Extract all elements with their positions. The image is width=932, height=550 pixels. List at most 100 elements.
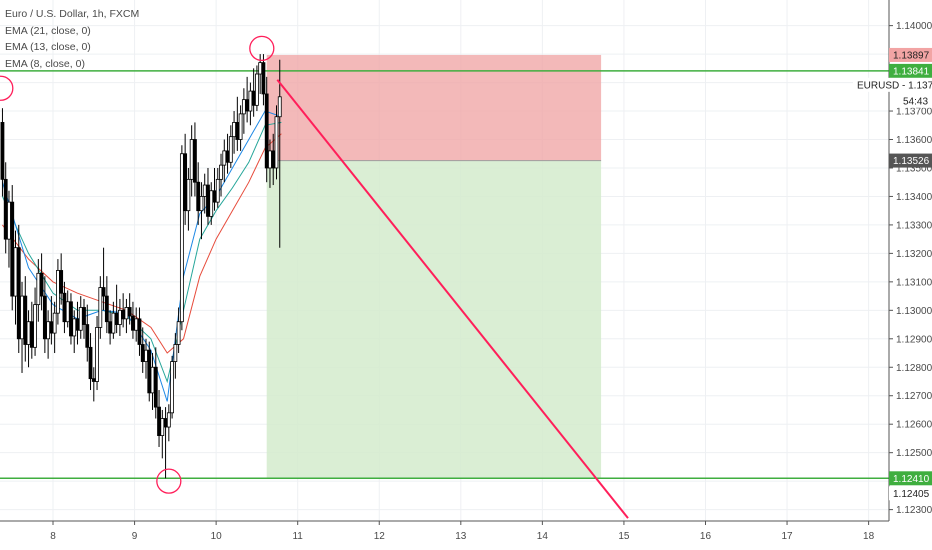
candle-body [33,304,37,348]
candle-body [232,122,236,138]
candle-body [228,136,233,163]
y-tick-label: 1.13500 [896,163,932,174]
candle-body [101,287,106,297]
candle-body [212,190,217,203]
candle [98,276,103,339]
candle-body [215,178,220,203]
x-tick-label: 12 [374,531,386,542]
entry-price-tag: 1.13526 [893,156,930,167]
candle [219,153,223,197]
candle-body [72,318,77,337]
support-price-tag-bg [889,471,932,486]
candle [274,105,279,180]
candle [39,253,44,311]
candle-body [271,150,276,169]
projection-arrow [276,79,629,519]
candle [186,167,191,231]
candle [255,65,259,112]
resistance-price-tag-bg [889,63,932,78]
candle [42,276,47,354]
candle [127,293,132,325]
candle [215,167,220,208]
candle-body [176,321,181,345]
candle [228,125,233,168]
symbol-readout: EURUSD - 1.13792 [857,80,932,91]
x-tick-label: 11 [292,531,303,542]
candle [85,304,90,362]
candle-body [65,301,70,323]
candle-body [258,62,263,75]
candle-body [140,344,145,362]
candle-body [235,122,240,140]
candle [238,105,243,151]
candle-body [39,272,44,297]
circle-marker [249,35,275,62]
target-zone [266,160,602,479]
candle-body [160,418,165,436]
candle [199,182,204,240]
candle-body [78,307,83,331]
candle [261,54,266,106]
legend-ema21: EMA (21, close, 0) [5,24,91,37]
candle [147,341,152,402]
projection-line [276,79,629,519]
candle-body [245,99,250,112]
support-b-price-tag-bg [889,486,932,501]
candle-body [117,309,122,325]
y-tick-label: 1.12500 [896,448,932,459]
circle-markers [0,35,275,494]
circle-marker [0,75,14,101]
candle-body [3,178,8,240]
candle [264,76,269,183]
candle-body [255,73,259,106]
candle-body [137,318,142,345]
candle-body [274,116,279,169]
candle-body [36,272,41,306]
x-tick-label: 18 [863,531,875,542]
resistance-price-tag: 1.13841 [893,66,930,77]
candle-body [49,321,54,334]
symbol-readout-bg [853,77,932,92]
candle-body [88,346,93,380]
candle-body [26,321,31,345]
candle-body [147,349,152,394]
candle-body [202,184,207,197]
candle [193,122,197,197]
y-tick-label: 1.14000 [896,21,932,32]
candle [137,307,142,356]
candle [166,404,171,442]
candle-body [59,270,64,294]
candle-body [20,295,24,340]
candle-body [13,247,18,297]
candle-body [219,164,223,180]
candle-body [23,295,28,345]
candle [23,276,28,362]
candle-body [157,406,161,436]
stop-zone [266,54,602,161]
candle-body [75,318,80,331]
candle-body [241,99,246,115]
circle-marker [156,468,182,494]
candle-body [170,361,174,414]
candle-body [95,327,99,382]
legend-ema8: EMA (8, close, 0) [5,57,85,70]
candle [33,287,37,356]
candle-body [46,321,51,340]
countdown: 54:43 [903,96,928,107]
y-tick-label: 1.13700 [896,107,932,118]
candle-body [29,321,34,348]
x-tick-label: 15 [618,531,630,542]
y-tick-label: 1.12300 [896,505,932,516]
candle-body [108,321,113,334]
candle-body [124,307,129,320]
price-tags: 1.13897 1.13841 1.13526 1.12410 1.12405 EURUS… [853,47,932,501]
candle [104,276,109,334]
support-price-tag: 1.12410 [893,474,930,485]
ema-line [1,110,282,402]
candle-body [127,307,132,317]
candle-body [166,412,171,428]
candle-body [150,366,155,394]
candle-body [10,201,15,297]
